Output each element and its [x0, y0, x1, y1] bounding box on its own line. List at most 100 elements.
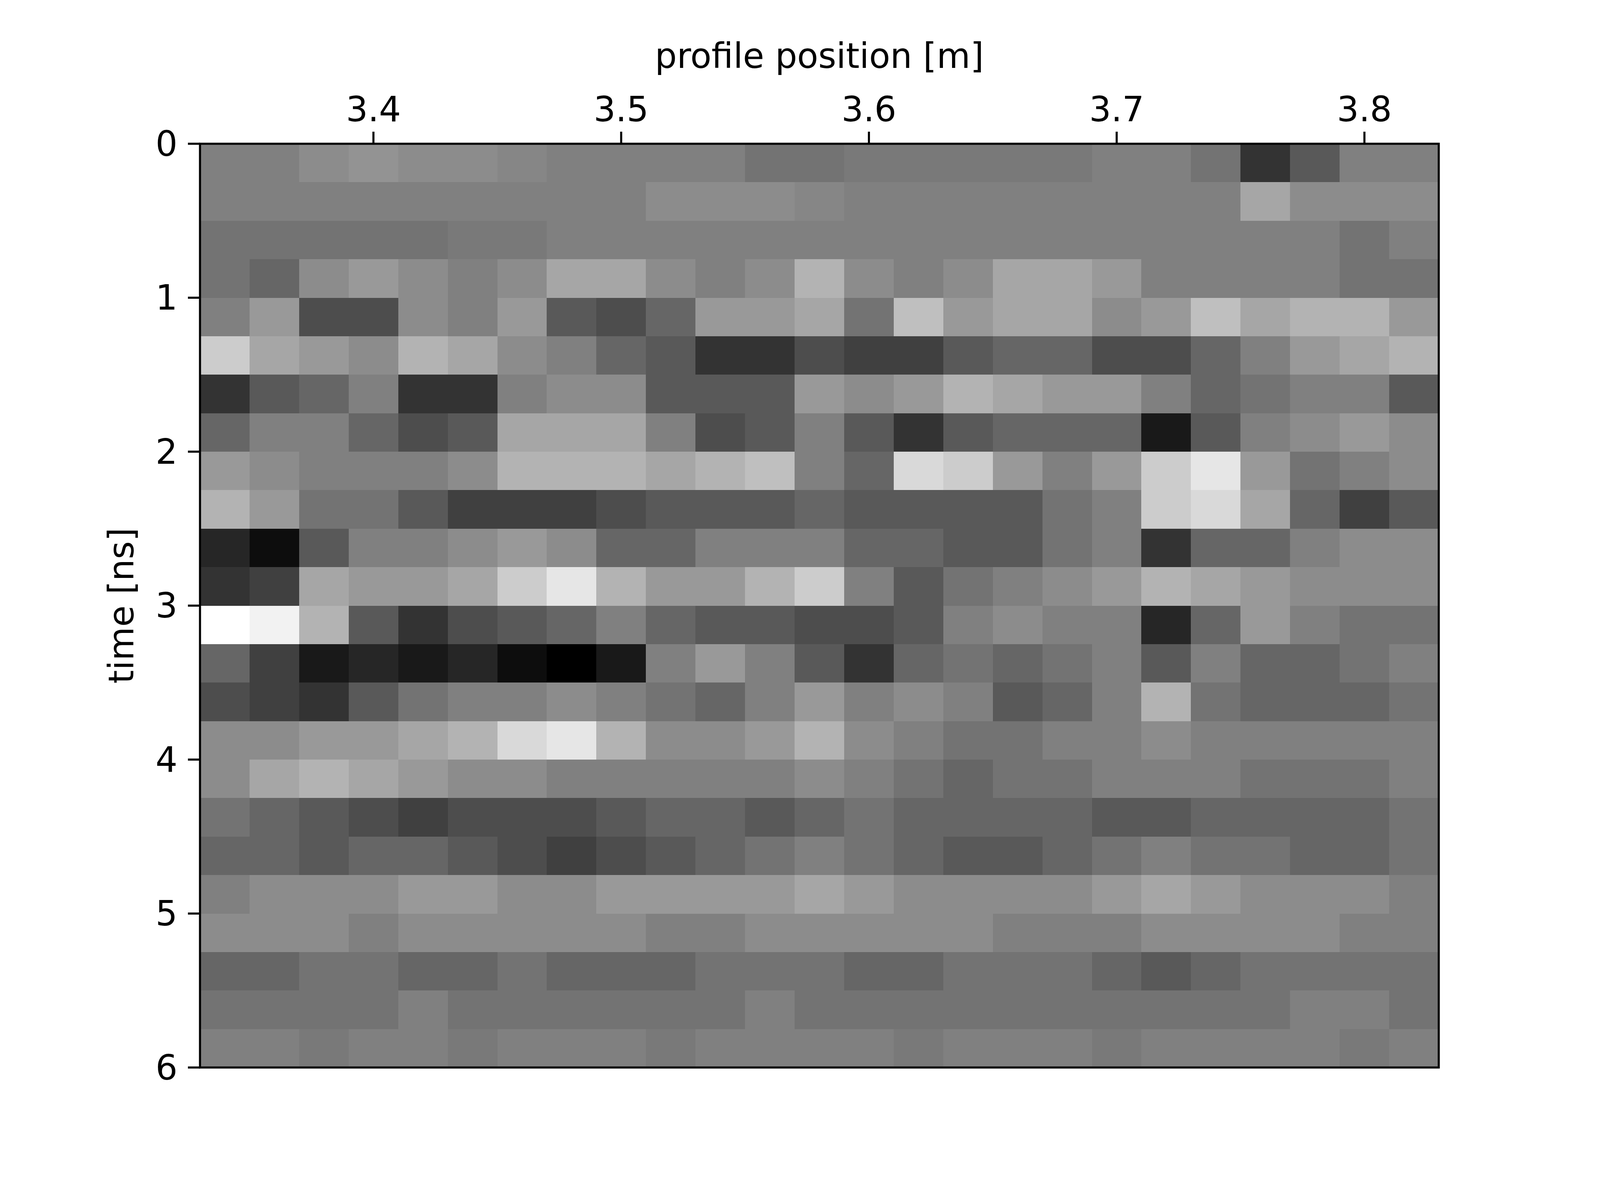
cell — [1240, 913, 1291, 953]
cell — [398, 721, 449, 760]
cell — [596, 952, 647, 991]
cell — [992, 220, 1043, 260]
cell — [992, 1029, 1043, 1068]
cell — [299, 836, 350, 876]
cell — [200, 143, 250, 183]
cell — [992, 528, 1043, 568]
cell — [844, 682, 895, 722]
x-tick-label: 3.8 — [1337, 89, 1393, 130]
cell — [1290, 297, 1340, 337]
cell — [844, 451, 895, 491]
cell — [1190, 182, 1241, 221]
cell — [1141, 644, 1192, 683]
cell — [546, 259, 597, 298]
cell — [249, 875, 300, 914]
cell — [1190, 490, 1241, 529]
cell — [348, 413, 399, 453]
cell — [1141, 952, 1192, 991]
cell — [992, 759, 1043, 799]
cell — [1290, 336, 1340, 375]
cell — [745, 528, 795, 568]
cell — [1290, 451, 1340, 491]
x-tick — [867, 131, 870, 144]
cell — [546, 721, 597, 760]
cell — [645, 567, 696, 606]
cell — [943, 336, 994, 375]
cell — [497, 644, 548, 683]
cell — [546, 836, 597, 876]
cell — [794, 297, 845, 337]
cell — [1141, 374, 1192, 414]
cell — [447, 952, 498, 991]
cell — [200, 259, 250, 298]
cell — [348, 374, 399, 414]
cell — [546, 374, 597, 414]
cell — [596, 759, 647, 799]
cell — [249, 644, 300, 683]
cell — [1141, 836, 1192, 876]
cell — [1141, 413, 1192, 453]
cell — [844, 644, 895, 683]
cell — [992, 259, 1043, 298]
cell — [695, 605, 746, 645]
cell — [1092, 143, 1143, 183]
cell — [596, 182, 647, 221]
cell — [398, 259, 449, 298]
cell — [1092, 913, 1143, 953]
cell — [745, 1029, 795, 1068]
cell — [497, 143, 548, 183]
cell — [546, 990, 597, 1030]
cell — [1240, 567, 1291, 606]
cell — [348, 990, 399, 1030]
cell — [596, 605, 647, 645]
cell — [299, 259, 350, 298]
cell — [299, 721, 350, 760]
cell — [844, 797, 895, 837]
cell — [596, 220, 647, 260]
cell — [1042, 797, 1093, 837]
cell — [844, 413, 895, 453]
cell — [299, 644, 350, 683]
cell — [200, 759, 250, 799]
cell — [348, 875, 399, 914]
cell — [299, 682, 350, 722]
cell — [695, 567, 746, 606]
cell — [546, 1029, 597, 1068]
cell — [596, 1029, 647, 1068]
cell — [497, 721, 548, 760]
cell — [497, 990, 548, 1030]
cell — [1389, 451, 1439, 491]
cell — [447, 490, 498, 529]
cell — [943, 797, 994, 837]
cell — [794, 374, 845, 414]
cell — [1042, 990, 1093, 1030]
cell — [348, 490, 399, 529]
cell — [1240, 1029, 1291, 1068]
cell — [695, 875, 746, 914]
cell — [844, 721, 895, 760]
cell — [1389, 297, 1439, 337]
cell — [992, 336, 1043, 375]
cell — [299, 875, 350, 914]
cell — [992, 952, 1043, 991]
cell — [596, 797, 647, 837]
x-axis-label: profile position [m] — [655, 35, 984, 77]
cell — [1290, 797, 1340, 837]
cell — [497, 759, 548, 799]
cell — [299, 913, 350, 953]
cell — [596, 413, 647, 453]
cell — [1290, 528, 1340, 568]
cell — [893, 143, 944, 183]
cell — [745, 182, 795, 221]
cell — [1141, 875, 1192, 914]
cell — [249, 182, 300, 221]
cell — [1042, 413, 1093, 453]
cell — [1240, 721, 1291, 760]
cell — [943, 913, 994, 953]
cell — [794, 875, 845, 914]
cell — [745, 797, 795, 837]
cell — [645, 682, 696, 722]
cell — [1339, 528, 1390, 568]
cell — [794, 990, 845, 1030]
cell — [1092, 875, 1143, 914]
